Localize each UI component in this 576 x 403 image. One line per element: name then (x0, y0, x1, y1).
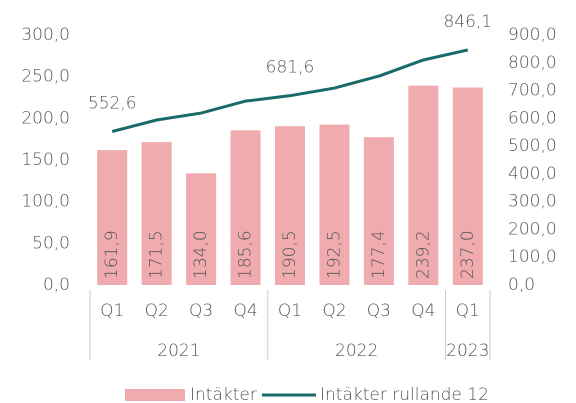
y2-tick-label: 500,0 (508, 136, 557, 156)
x-tick-label: Q1 (278, 301, 302, 321)
line-value-label: 846,1 (443, 12, 492, 32)
group-label: 2023 (446, 341, 489, 361)
y2-tick-label: 400,0 (508, 164, 557, 184)
bar (141, 142, 172, 285)
y2-tick-label: 0,0 (508, 275, 535, 295)
y-tick-label: 200,0 (21, 108, 70, 128)
line-value-label: 552,6 (88, 94, 137, 114)
x-tick-label: Q3 (367, 301, 391, 321)
bar-value-label: 239,2 (413, 230, 433, 279)
x-tick-label: Q2 (145, 301, 169, 321)
y2-tick-label: 600,0 (508, 108, 557, 128)
x-tick-label: Q2 (322, 301, 346, 321)
bar (363, 137, 394, 285)
bar (408, 85, 439, 286)
line-value-label: 681,6 (266, 58, 315, 78)
bar-value-label: 190,5 (280, 230, 300, 279)
bar-value-label: 177,4 (369, 230, 389, 279)
y-tick-label: 0,0 (43, 275, 70, 295)
y-tick-label: 300,0 (21, 25, 70, 45)
y2-tick-label: 100,0 (508, 247, 557, 267)
bar (319, 124, 350, 285)
bar-value-label: 134,0 (191, 230, 211, 279)
group-label: 2022 (335, 341, 378, 361)
line (111, 48, 469, 133)
y2-tick-label: 900,0 (508, 25, 557, 45)
bar (186, 173, 217, 285)
y2-tick-label: 300,0 (508, 192, 557, 212)
bar-value-label: 192,5 (324, 230, 344, 279)
bar-value-label: 185,6 (236, 230, 256, 279)
bar-value-label: 237,0 (458, 230, 478, 279)
y2-tick-label: 700,0 (508, 81, 557, 101)
x-tick-label: Q4 (233, 301, 257, 321)
bar (275, 126, 305, 285)
legend-swatch (125, 389, 185, 401)
y-tick-label: 150,0 (21, 150, 70, 170)
y2-tick-label: 800,0 (508, 53, 557, 73)
group-label: 2021 (157, 341, 200, 361)
x-tick-label: Q1 (100, 301, 124, 321)
y2-tick-label: 200,0 (508, 219, 557, 239)
bar (230, 130, 261, 285)
y-tick-label: 100,0 (21, 192, 70, 212)
legend-label: Intäkter (190, 385, 257, 403)
y-tick-label: 50,0 (32, 233, 70, 253)
legend-label: Intäkter rullande 12 (320, 385, 489, 403)
bar (452, 87, 483, 285)
bar (97, 150, 128, 285)
x-tick-label: Q4 (411, 301, 435, 321)
bar-value-label: 171,5 (147, 230, 167, 279)
x-tick-label: Q1 (456, 301, 480, 321)
bar-value-label: 161,9 (102, 230, 122, 279)
y-tick-label: 250,0 (21, 67, 70, 87)
x-tick-label: Q3 (189, 301, 213, 321)
